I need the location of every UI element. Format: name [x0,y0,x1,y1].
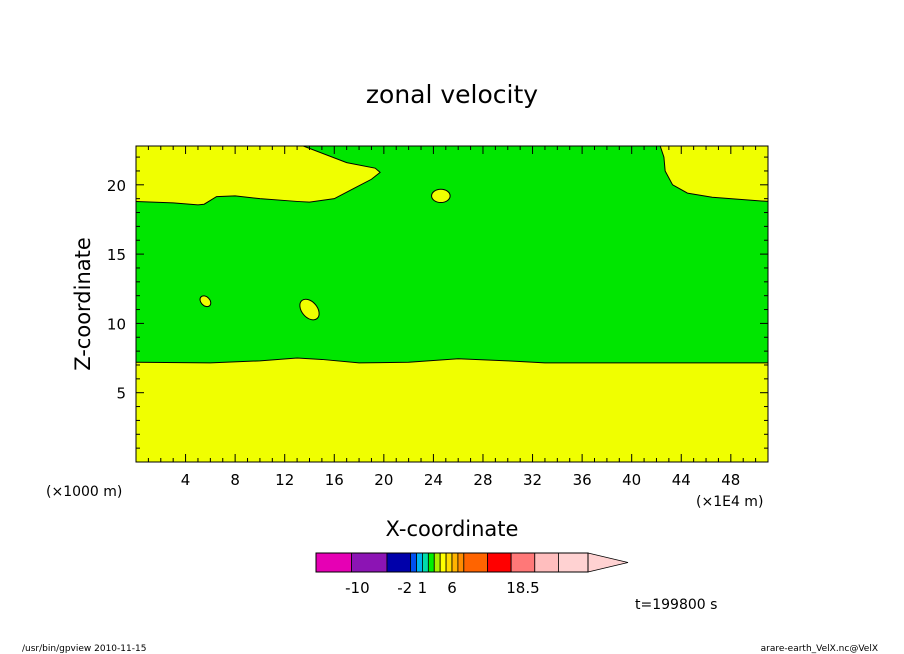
x-tick-label: 32 [523,471,542,489]
colorbar-segment [416,552,423,573]
y-tick-label: 10 [107,315,126,333]
colorbar-segment [427,552,435,573]
time-label: t=199800 s [635,597,717,613]
colorbar-label: -10 [345,579,370,597]
contour-line-lower [136,357,768,364]
colorbar-segment [534,552,559,573]
colorbar-segment [445,552,453,573]
chart-title: zonal velocity [366,80,538,109]
footer-right: arare-earth_VelX.nc@VelX [761,644,878,654]
colorbar-label: 1 [418,579,428,597]
colorbar-segment [463,552,488,573]
x-tick-label: 8 [230,471,240,489]
y-tick-label: 15 [107,246,126,264]
x-tick-label: 16 [325,471,344,489]
y-tick-label: 20 [107,177,126,195]
colorbar-arrow [587,552,629,573]
plot-frame [135,145,769,463]
y-unit-label: (×1000 m) [46,484,122,500]
colorbar-segment [386,552,412,573]
x-tick-label: 28 [473,471,492,489]
contour-island [299,298,320,321]
colorbar-segment [433,552,441,573]
contour-line-upper [136,146,768,206]
x-unit-label: (×1E4 m) [696,494,763,510]
footer-left: /usr/bin/gpview 2010-11-15 [22,644,146,654]
x-tick-label: 20 [374,471,393,489]
x-tick-label: 36 [573,471,592,489]
colorbar-segment [422,552,429,573]
colorbar: -10 -2 1 6 18.5 [315,552,629,597]
colorbar-segment [457,552,465,573]
region-green [136,146,768,363]
y-tick-label: 5 [116,385,126,403]
colorbar-segment [487,552,512,573]
x-tick-label: 44 [672,471,691,489]
x-tick-label: 4 [181,471,191,489]
contour-island [431,188,451,204]
colorbar-label: -2 [397,579,412,597]
contour-island [199,295,212,308]
colorbar-segment [510,552,536,573]
colorbar-frame [315,552,589,573]
colorbar-segment [315,552,352,573]
colorbar-label: 6 [447,579,457,597]
colorbar-segment [351,552,388,573]
x-tick-label: 24 [424,471,443,489]
colorbar-segment [439,552,447,573]
x-tick-label: 12 [275,471,294,489]
colorbar-segment [451,552,459,573]
x-tick-label: 48 [721,471,740,489]
colorbar-segment [410,552,417,573]
x-axis-title: X-coordinate [386,517,519,541]
colorbar-segment [558,552,589,573]
y-axis-title: Z-coordinate [71,237,95,371]
x-tick-label: 40 [622,471,641,489]
colorbar-label: 18.5 [506,579,539,597]
